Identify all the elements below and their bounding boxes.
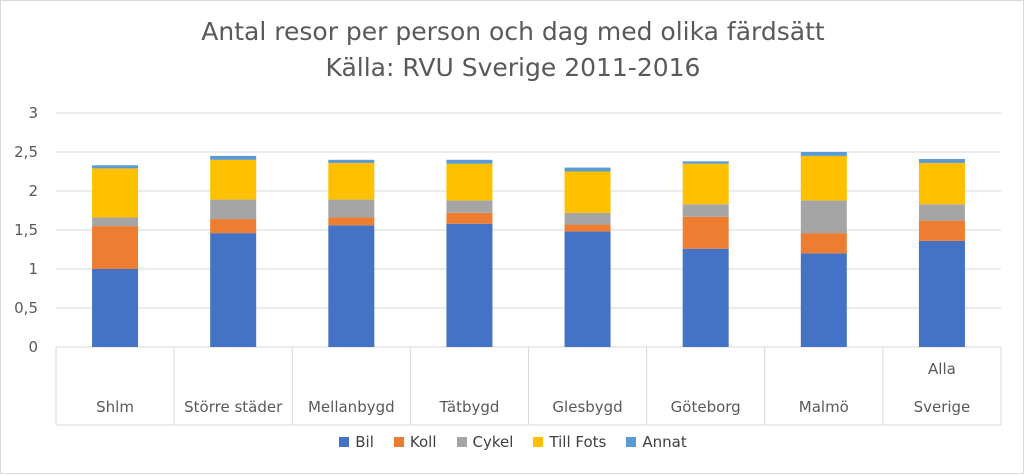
legend-item: Koll [393, 433, 437, 451]
y-tick-label: 1 [28, 260, 38, 278]
bar-segment [92, 168, 139, 218]
chart-legend: Bil Koll Cykel Till Fots Annat [1, 433, 1024, 451]
bar-segment [328, 217, 375, 226]
bar-segment [446, 200, 493, 213]
legend-label: Till Fots [549, 433, 607, 451]
x-tick-label: Större städer [184, 398, 283, 416]
legend-swatch [626, 437, 637, 447]
legend-label: Cykel [472, 433, 514, 451]
x-tick-label: Alla [928, 360, 956, 378]
legend-item: Till Fots [533, 433, 606, 451]
bar-segment [328, 199, 375, 218]
bar-segment [210, 233, 257, 347]
legend-item: Annat [626, 433, 687, 451]
bar-segment [564, 171, 611, 213]
bar-segment [328, 159, 375, 163]
bar-segment [328, 162, 375, 200]
legend-swatch [456, 437, 467, 447]
bar-segment [564, 167, 611, 172]
bar-segment [800, 253, 847, 347]
y-tick-label: 3 [28, 104, 38, 122]
bar-segment [564, 212, 611, 225]
x-tick-label: Shlm [96, 398, 134, 416]
bar-segment [682, 248, 729, 347]
bar-segment [446, 223, 493, 347]
bar-segment [918, 204, 965, 221]
legend-swatch [533, 437, 544, 447]
bar-segment [92, 269, 139, 347]
bar-segment [446, 159, 493, 164]
bar-segment [682, 161, 729, 164]
y-tick-label: 0,5 [14, 299, 38, 317]
bar-segment [92, 226, 139, 269]
bar-segment [682, 163, 729, 205]
x-tick-label: Tätbygd [438, 398, 499, 416]
bar-segment [918, 162, 965, 205]
legend-item: Cykel [456, 433, 514, 451]
x-tick-label: Mellanbygd [308, 398, 395, 416]
y-tick-label: 2 [28, 182, 38, 200]
y-tick-label: 1,5 [14, 221, 38, 239]
legend-swatch [393, 437, 404, 447]
legend-item: Bil [339, 433, 374, 451]
bar-segment [92, 165, 139, 169]
bar-segment [210, 219, 257, 234]
legend-label: Bil [355, 433, 374, 451]
bar-segment [210, 159, 257, 200]
bar-segment [682, 204, 729, 217]
bar-segment [564, 231, 611, 347]
chart-title: Antal resor per person och dag med olika… [201, 17, 825, 46]
x-tick-label: Sverige [914, 398, 971, 416]
bar-segment [446, 163, 493, 201]
y-tick-label: 0 [28, 338, 38, 356]
bar-segment [918, 159, 965, 163]
bar-segment [800, 233, 847, 254]
bar-segment [918, 240, 965, 347]
x-tick-label: Malmö [799, 398, 849, 416]
bar-segment [800, 152, 847, 156]
chart-subtitle: Källa: RVU Sverige 2011-2016 [325, 53, 701, 82]
bar-segment [800, 155, 847, 201]
bar-segment [328, 225, 375, 347]
x-tick-label: Glesbygd [552, 398, 622, 416]
bar-segment [800, 200, 847, 234]
x-tick-label: Göteborg [671, 398, 741, 416]
bar-segment [682, 216, 729, 249]
legend-swatch [339, 437, 350, 447]
bar-segment [210, 199, 257, 220]
bar-segment [92, 217, 139, 227]
legend-label: Koll [409, 433, 437, 451]
y-tick-label: 2,5 [14, 143, 38, 161]
bar-segment [918, 220, 965, 241]
bar-segment [564, 224, 611, 232]
bar-segment [446, 212, 493, 224]
legend-label: Annat [642, 433, 687, 451]
bar-segment [210, 155, 257, 160]
